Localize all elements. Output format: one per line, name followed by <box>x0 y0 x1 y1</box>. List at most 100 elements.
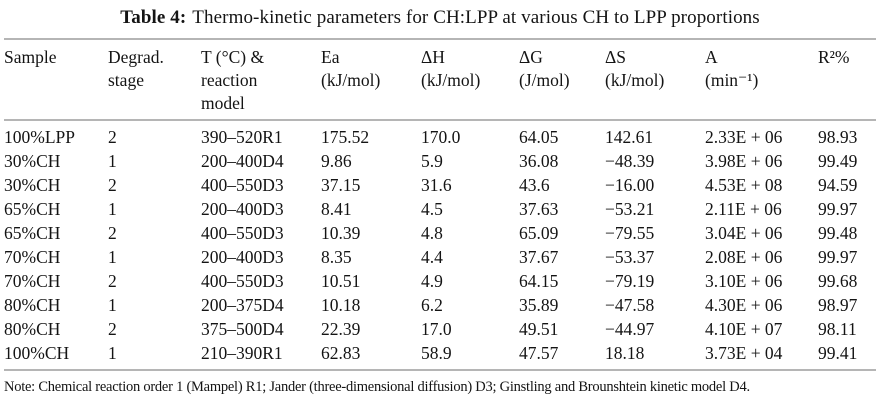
table-cell: 3.10E + 06 <box>705 271 783 291</box>
table-cell: 94.59 <box>818 175 858 195</box>
table-cell: 8.41 <box>321 199 352 219</box>
table-cell: 2.08E + 06 <box>705 247 783 267</box>
table-cell: 99.97 <box>818 199 858 219</box>
table-cell: 80%CH <box>4 319 61 339</box>
table-cell: 30%CH <box>4 151 61 171</box>
table-row: 65%CH 2 400–550D3 10.39 4.8 65.09 −79.55… <box>4 221 876 245</box>
table-cell: 99.48 <box>818 223 858 243</box>
table-cell: 70%CH <box>4 271 61 291</box>
table-cell: 400–550D3 <box>201 223 284 243</box>
table-cell: 99.41 <box>818 341 876 371</box>
table-row: 80%CH 2 375–500D4 22.39 17.0 49.51 −44.9… <box>4 317 876 341</box>
table-cell: 4.30E + 06 <box>705 295 783 315</box>
table-cell: 5.9 <box>421 151 443 171</box>
column-header-degrad-stage: Degrad. stage <box>108 39 201 121</box>
table-cell: 10.18 <box>321 295 361 315</box>
table-cell: 36.08 <box>519 151 559 171</box>
table-cell: −47.58 <box>605 295 655 315</box>
table-cell: 2 <box>108 223 117 243</box>
column-header-ea: Ea (kJ/mol) <box>321 39 421 121</box>
table-cell: 98.93 <box>818 127 858 147</box>
table-cell: 99.68 <box>818 271 858 291</box>
table-cell: 1 <box>108 199 117 219</box>
table-cell: 18.18 <box>605 341 705 371</box>
table-note: Note: Chemical reaction order 1 (Mampel)… <box>4 379 750 395</box>
table-cell: 4.4 <box>421 247 443 267</box>
table-cell: 30%CH <box>4 175 61 195</box>
table-cell: 100%CH <box>4 341 108 371</box>
table-cell: 8.35 <box>321 247 352 267</box>
column-header-delta-h: ΔH (kJ/mol) <box>421 39 519 121</box>
table-row: 65%CH 1 200–400D3 8.41 4.5 37.63 −53.21 … <box>4 197 876 221</box>
table-cell: 43.6 <box>519 175 550 195</box>
table-cell: 2 <box>108 175 117 195</box>
table-cell: 37.63 <box>519 199 559 219</box>
table-cell: 200–375D4 <box>201 295 284 315</box>
table-cell: 10.51 <box>321 271 361 291</box>
table-cell: 2.33E + 06 <box>705 127 783 147</box>
table-cell: 99.49 <box>818 151 858 171</box>
table-cell: 10.39 <box>321 223 361 243</box>
table-cell: 65%CH <box>4 223 61 243</box>
table-cell: 37.15 <box>321 175 361 195</box>
table-cell: 47.57 <box>519 341 605 371</box>
table-cell: 17.0 <box>421 319 452 339</box>
table-cell: 2 <box>108 127 117 147</box>
table-row: 70%CH 1 200–400D3 8.35 4.4 37.67 −53.37 … <box>4 245 876 269</box>
table-cell: 35.89 <box>519 295 559 315</box>
table-cell: 9.86 <box>321 151 352 171</box>
table-cell: −48.39 <box>605 151 655 171</box>
table-cell: 1 <box>108 295 117 315</box>
table-cell: 3.73E + 04 <box>705 341 818 371</box>
table-cell: 4.10E + 07 <box>705 319 783 339</box>
column-header-r2: R²% <box>818 39 876 121</box>
table-cell: 31.6 <box>421 175 452 195</box>
table-cell: −79.55 <box>605 223 655 243</box>
table-caption: Table 4: Thermo-kinetic parameters for CH… <box>0 0 880 29</box>
table-row: 100%LPP 2 390–520R1 175.52 170.0 64.05 1… <box>4 120 876 149</box>
table-cell: 22.39 <box>321 319 361 339</box>
table-cell: 2.11E + 06 <box>705 199 782 219</box>
table-cell: 400–550D3 <box>201 175 284 195</box>
table-cell: 99.97 <box>818 247 858 267</box>
table-cell: −44.97 <box>605 319 655 339</box>
table-cell: 2 <box>108 319 117 339</box>
table-cell: 49.51 <box>519 319 559 339</box>
table-cell: 142.61 <box>605 127 654 147</box>
table-cell: 1 <box>108 151 117 171</box>
table-cell: 4.5 <box>421 199 443 219</box>
table-cell: 4.9 <box>421 271 443 291</box>
caption-text: Thermo-kinetic parameters for CH:LPP at … <box>192 7 760 28</box>
table-cell: 2 <box>108 271 117 291</box>
table-cell: 100%LPP <box>4 127 75 147</box>
header-row: Sample Degrad. stage T (°C) & reaction m… <box>4 39 876 121</box>
table-cell: 3.04E + 06 <box>705 223 783 243</box>
table-cell: 200–400D4 <box>201 151 284 171</box>
table-cell: −16.00 <box>605 175 655 195</box>
table-cell: 64.05 <box>519 127 559 147</box>
table-cell: 64.15 <box>519 271 559 291</box>
table-cell: 200–400D3 <box>201 199 284 219</box>
table-cell: 6.2 <box>421 295 443 315</box>
table-cell: 210–390R1 <box>201 341 321 371</box>
column-header-temp-model: T (°C) & reaction model <box>201 39 321 121</box>
table-cell: 175.52 <box>321 127 370 147</box>
table-header-row: Sample Degrad. stage T (°C) & reaction m… <box>4 39 876 121</box>
table-cell: 170.0 <box>421 127 461 147</box>
table-row: 80%CH 1 200–375D4 10.18 6.2 35.89 −47.58… <box>4 293 876 317</box>
table-cell: 200–400D3 <box>201 247 284 267</box>
thermo-kinetic-table: Sample Degrad. stage T (°C) & reaction m… <box>4 38 876 371</box>
table-cell: 80%CH <box>4 295 61 315</box>
table-cell: 3.98E + 06 <box>705 151 783 171</box>
table-row: 30%CH 1 200–400D4 9.86 5.9 36.08 −48.39 … <box>4 149 876 173</box>
table-cell: 1 <box>108 341 201 371</box>
column-header-delta-s: ΔS (kJ/mol) <box>605 39 705 121</box>
column-header-a: A (min⁻¹) <box>705 39 818 121</box>
table-cell: 375–500D4 <box>201 319 284 339</box>
table-row: 70%CH 2 400–550D3 10.51 4.9 64.15 −79.19… <box>4 269 876 293</box>
table-cell: 65.09 <box>519 223 559 243</box>
table-cell: 70%CH <box>4 247 61 267</box>
table-cell: 58.9 <box>421 341 519 371</box>
table-cell: 390–520R1 <box>201 127 283 147</box>
